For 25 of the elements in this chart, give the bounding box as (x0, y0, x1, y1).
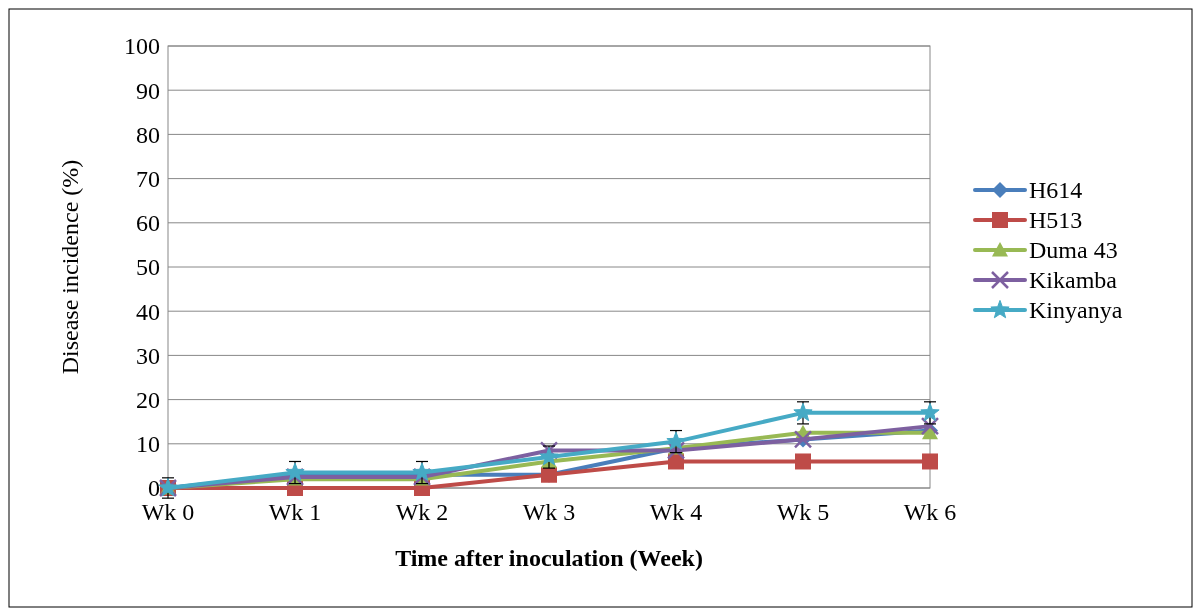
legend-label: H614 (1029, 177, 1083, 204)
y-tick-label: 0 (148, 475, 160, 502)
y-tick-label: 80 (136, 121, 160, 148)
legend-label: Kinyanya (1029, 297, 1123, 324)
y-axis-title: Disease incidence (%) (57, 159, 83, 375)
y-tick-label: 10 (136, 431, 160, 458)
y-tick-label: 30 (136, 342, 160, 369)
x-tick-label: Wk 4 (649, 499, 703, 525)
x-tick-label: Wk 2 (395, 499, 449, 525)
x-tick-label: Wk 1 (268, 499, 322, 525)
y-tick-label: 40 (136, 298, 160, 325)
x-axis-title: Time after inoculation (Week) (395, 545, 703, 571)
y-tick-label: 70 (136, 166, 160, 192)
y-tick-label: 60 (136, 210, 160, 237)
x-tick-label: Wk 3 (522, 499, 576, 525)
y-tick-label: 90 (136, 77, 160, 104)
legend-label: H513 (1029, 207, 1083, 234)
legend-label: Duma 43 (1029, 237, 1118, 264)
y-tick-label: 100 (124, 33, 160, 60)
y-tick-label: 50 (136, 254, 160, 281)
x-tick-label: Wk 5 (776, 499, 830, 525)
legend-label: Kikamba (1029, 267, 1118, 294)
x-tick-label: Wk 0 (141, 499, 195, 525)
x-tick-label: Wk 6 (903, 499, 957, 525)
y-tick-label: 20 (136, 387, 160, 413)
